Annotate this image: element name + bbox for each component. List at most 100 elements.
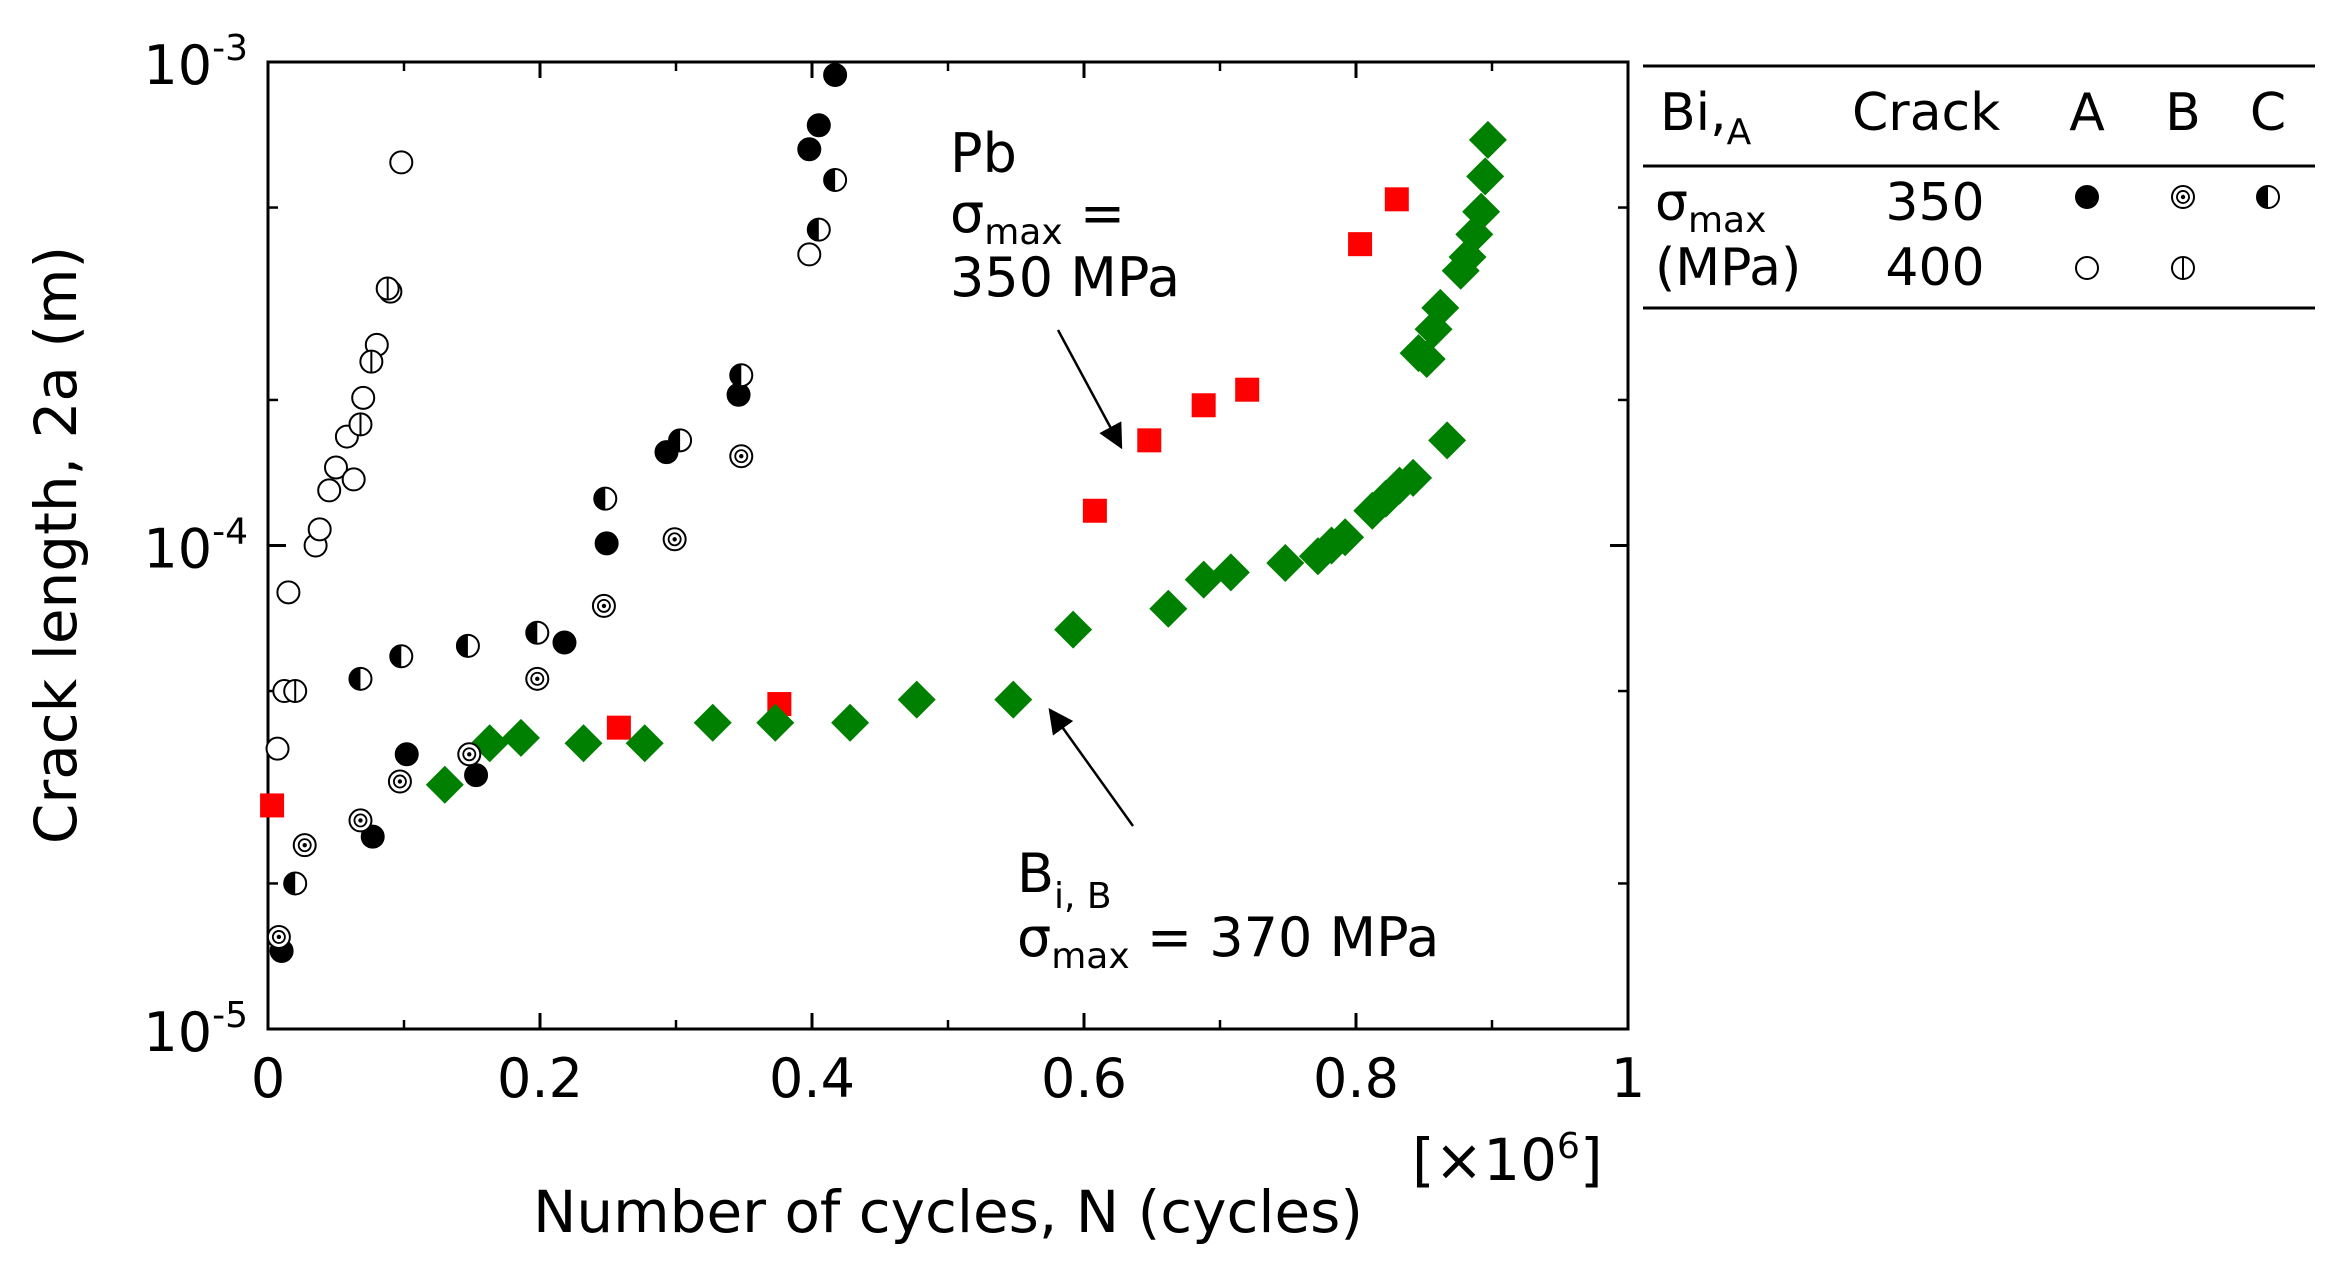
data-point bbox=[806, 217, 831, 242]
data-point bbox=[425, 765, 464, 804]
marker-shape bbox=[797, 242, 822, 267]
marker-half-fill bbox=[824, 169, 836, 192]
data-point bbox=[1211, 553, 1250, 592]
legend-bi-symbol: Bi bbox=[1660, 83, 1710, 143]
series-half-circle bbox=[283, 168, 848, 896]
x-multiplier-close: ] bbox=[1580, 1126, 1603, 1194]
marker-shape bbox=[693, 703, 732, 742]
marker-shape bbox=[1466, 157, 1505, 196]
marker-shape bbox=[389, 150, 414, 175]
marker-shape bbox=[360, 824, 385, 849]
data-point bbox=[1421, 288, 1460, 327]
data-point bbox=[1466, 157, 1505, 196]
marker-dot bbox=[276, 934, 282, 940]
marker-shape bbox=[1448, 238, 1487, 277]
series-diamond bbox=[425, 120, 1507, 804]
data-point bbox=[823, 62, 848, 87]
marker-shape bbox=[464, 763, 489, 788]
data-point bbox=[897, 680, 936, 719]
y-axis-ticks: 10-510-410-3 bbox=[143, 28, 1628, 1064]
bi-b-sub: i, B bbox=[1054, 876, 1112, 917]
marker-half-fill bbox=[284, 872, 296, 895]
marker-shape bbox=[1082, 498, 1107, 523]
data-point bbox=[525, 620, 550, 645]
legend-marker-350-b bbox=[2171, 185, 2195, 209]
marker-half-fill bbox=[526, 621, 538, 644]
data-point bbox=[389, 150, 414, 175]
data-point bbox=[283, 871, 308, 896]
marker-shape bbox=[1191, 393, 1216, 418]
legend-header-bi: Bi,A bbox=[1660, 83, 1752, 153]
bi-b-annotation-label: Bi, B bbox=[1017, 842, 1112, 917]
data-point bbox=[625, 724, 664, 763]
bi-b-annotation-sigma: σmax = 370 MPa bbox=[1017, 906, 1439, 977]
data-point bbox=[307, 517, 332, 542]
y-axis-title: Crack length, 2a (m) bbox=[22, 246, 90, 844]
data-point bbox=[1082, 498, 1107, 523]
x-axis-ticks: 0 0.2 0.4 0.6 0.8 1 bbox=[251, 62, 1645, 1110]
marker-shape bbox=[1468, 120, 1507, 159]
bi-b-sigma-value: = 370 MPa bbox=[1130, 906, 1440, 969]
data-point bbox=[1462, 192, 1501, 231]
x-tick-label: 0.2 bbox=[497, 1047, 583, 1110]
pb-annotation: Pb σmax = 350 MPa bbox=[950, 122, 1180, 450]
data-point bbox=[389, 644, 414, 669]
pb-sigma-symbol: σ bbox=[950, 182, 984, 245]
legend-sigma-label: σmax bbox=[1655, 173, 1766, 241]
x-axis-multiplier: [×106] bbox=[1412, 1126, 1603, 1194]
data-point bbox=[797, 137, 822, 162]
marker-shape bbox=[307, 517, 332, 542]
x-tick-label: 0.4 bbox=[769, 1047, 855, 1110]
x-tick-label: 0.6 bbox=[1041, 1047, 1127, 1110]
y-tick-label: 10-4 bbox=[143, 512, 248, 581]
marker-half-fill bbox=[594, 487, 606, 510]
data-point bbox=[387, 769, 412, 794]
marker-shape bbox=[317, 478, 342, 503]
bi-b-sigma-symbol: σ bbox=[1017, 906, 1051, 969]
data-point bbox=[591, 593, 616, 618]
data-point bbox=[806, 113, 831, 138]
marker-shape bbox=[1054, 610, 1093, 649]
marker-inner-ring bbox=[734, 449, 749, 464]
marker-dot bbox=[358, 818, 363, 823]
legend-header-c: C bbox=[2250, 83, 2286, 143]
data-point bbox=[375, 276, 400, 301]
marker-dot bbox=[535, 676, 540, 682]
data-point bbox=[260, 793, 285, 818]
bi-b-symbol: B bbox=[1017, 842, 1054, 905]
data-point bbox=[693, 703, 732, 742]
data-point bbox=[1326, 518, 1365, 557]
legend-sigma-sub: max bbox=[1688, 200, 1766, 241]
marker-half-fill bbox=[807, 218, 819, 241]
data-point bbox=[276, 580, 301, 605]
marker-shape bbox=[425, 765, 464, 804]
legend-unit-label: (MPa) bbox=[1655, 238, 1801, 298]
marker-half-fill bbox=[2257, 186, 2268, 208]
pb-sigma-eq: = bbox=[1063, 182, 1125, 245]
marker-inner-ring bbox=[667, 532, 682, 547]
plot-frame bbox=[266, 60, 1630, 1031]
legend-row2-value: 400 bbox=[1885, 238, 1984, 298]
marker-shape bbox=[324, 455, 348, 480]
pb-annotation-value: 350 MPa bbox=[950, 246, 1180, 309]
y-tick-exp: -5 bbox=[212, 995, 248, 1036]
data-point bbox=[348, 412, 373, 437]
data-point bbox=[823, 168, 848, 193]
marker-inner-ring bbox=[462, 747, 477, 762]
marker-shape bbox=[1428, 421, 1467, 460]
marker-shape bbox=[564, 724, 603, 763]
marker-shape bbox=[351, 385, 376, 410]
legend-marker-350-a bbox=[2075, 185, 2099, 209]
marker-shape bbox=[265, 736, 290, 761]
y-tick-base: 10 bbox=[143, 34, 212, 97]
data-point bbox=[359, 349, 384, 374]
data-point bbox=[1266, 544, 1305, 583]
legend-marker-350-c bbox=[2256, 185, 2280, 209]
legend-table: Bi,A Crack A B C σmax (MPa) 350 400 bbox=[1643, 64, 2315, 310]
data-point bbox=[455, 633, 480, 658]
marker-shape bbox=[994, 680, 1033, 719]
data-point bbox=[1137, 428, 1162, 453]
data-point bbox=[341, 467, 366, 492]
data-point bbox=[994, 680, 1033, 719]
